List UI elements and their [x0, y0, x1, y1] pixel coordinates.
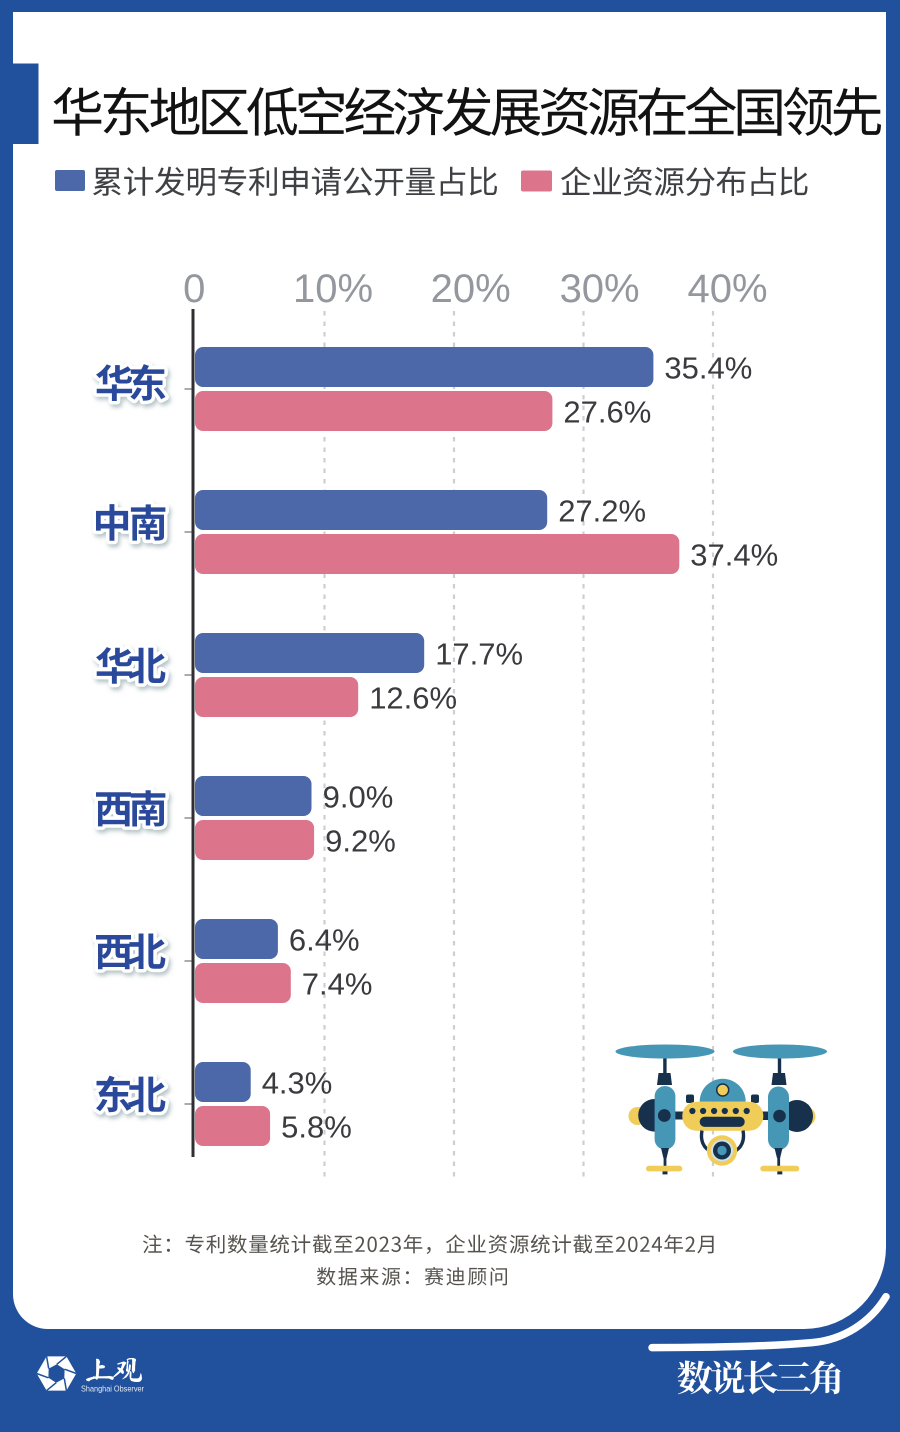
svg-text:9.2%: 9.2% — [325, 823, 396, 858]
svg-text:6.4%: 6.4% — [289, 922, 360, 957]
svg-text:0: 0 — [183, 267, 205, 311]
svg-text:35.4%: 35.4% — [664, 350, 752, 385]
svg-text:Shanghai Observer: Shanghai Observer — [81, 1384, 144, 1394]
svg-text:7.4%: 7.4% — [302, 966, 373, 1001]
svg-text:27.6%: 27.6% — [563, 394, 651, 429]
svg-text:30%: 30% — [560, 267, 640, 311]
svg-text:9.0%: 9.0% — [323, 779, 394, 814]
svg-text:4.3%: 4.3% — [262, 1065, 333, 1100]
svg-text:12.6%: 12.6% — [369, 680, 457, 715]
svg-text:17.7%: 17.7% — [435, 636, 523, 671]
svg-text:27.2%: 27.2% — [558, 493, 646, 528]
svg-text:40%: 40% — [687, 267, 767, 311]
svg-text:5.8%: 5.8% — [281, 1109, 352, 1144]
svg-text:37.4%: 37.4% — [690, 537, 778, 572]
svg-text:10%: 10% — [293, 267, 373, 311]
svg-text:20%: 20% — [431, 267, 511, 311]
